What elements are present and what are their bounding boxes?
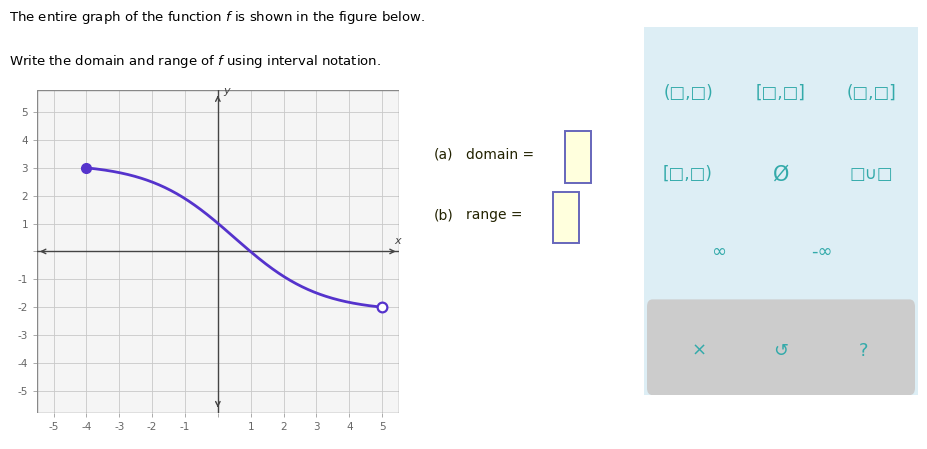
Text: $y$: $y$	[222, 86, 232, 98]
FancyBboxPatch shape	[639, 20, 923, 402]
Text: ×: ×	[692, 342, 706, 360]
Text: range =: range =	[465, 208, 527, 222]
Text: ↺: ↺	[773, 342, 789, 360]
Text: ?: ?	[858, 342, 868, 360]
Text: [□,□]: [□,□]	[756, 84, 806, 102]
Text: $x$: $x$	[394, 237, 402, 247]
Text: (□,□]: (□,□]	[846, 84, 896, 102]
Text: ∞: ∞	[711, 242, 726, 260]
Text: -∞: -∞	[811, 242, 832, 260]
Text: Write the domain and range of $f$ using interval notation.: Write the domain and range of $f$ using …	[9, 53, 381, 70]
Text: domain =: domain =	[465, 148, 539, 162]
FancyBboxPatch shape	[565, 131, 591, 183]
Text: (b): (b)	[434, 208, 453, 222]
FancyBboxPatch shape	[553, 192, 579, 243]
Text: (□,□): (□,□)	[663, 84, 713, 102]
Text: The entire graph of the function $f$ is shown in the figure below.: The entire graph of the function $f$ is …	[9, 9, 425, 26]
Text: Ø: Ø	[773, 164, 789, 184]
Text: [□,□): [□,□)	[663, 165, 713, 183]
FancyBboxPatch shape	[647, 299, 915, 395]
Text: (a): (a)	[434, 148, 453, 162]
Text: □∪□: □∪□	[849, 165, 893, 183]
